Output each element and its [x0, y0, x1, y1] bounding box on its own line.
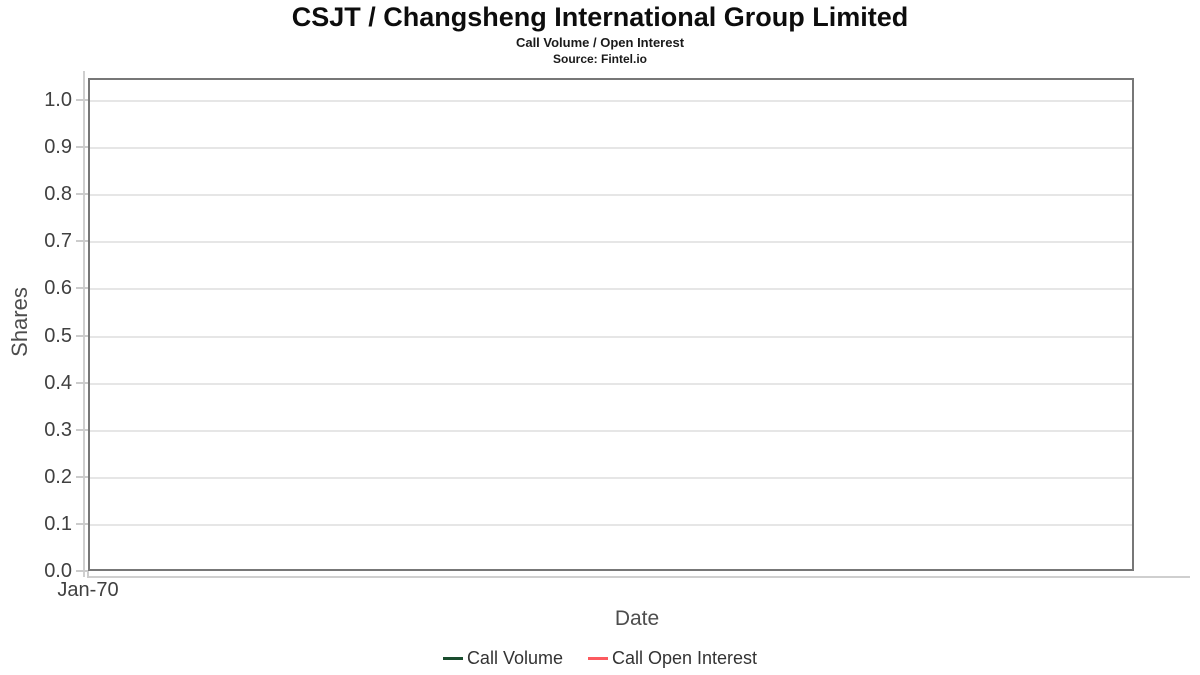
y-tick-label: 0.3 [44, 418, 72, 441]
legend-item-call-volume[interactable]: Call Volume [442, 648, 563, 669]
gridline [90, 147, 1132, 150]
y-tick-label: 0.0 [44, 560, 72, 582]
y-tick-label: 0.5 [44, 324, 72, 347]
legend-label: Call Volume [466, 648, 563, 668]
gridline [90, 429, 1132, 432]
y-axis-title: Shares [7, 287, 32, 357]
gridline [90, 335, 1132, 338]
y-tick-mark [76, 240, 88, 243]
y-tick-mark [76, 475, 88, 478]
y-tick-label: 1.0 [44, 89, 72, 111]
plot-area [88, 78, 1134, 571]
chart-source: Source: Fintel.io [552, 52, 647, 66]
gridline [90, 476, 1132, 479]
y-tick-mark [76, 570, 88, 572]
x-axis-title: Date [614, 607, 660, 630]
y-tick-mark [76, 287, 88, 290]
x-axis-line [88, 576, 1190, 578]
x-tick-mark [87, 571, 89, 578]
y-tick-mark [76, 99, 88, 101]
y-axis-line [83, 71, 85, 577]
y-tick-mark [76, 146, 88, 149]
gridline [90, 241, 1132, 244]
y-tick-label: 0.6 [44, 277, 72, 300]
y-tick-label: 0.2 [44, 465, 72, 488]
y-tick-mark [76, 522, 88, 525]
y-tick-label: 0.8 [44, 183, 72, 206]
legend: Call Volume Call Open Interest [0, 648, 1200, 669]
y-tick-mark [76, 334, 88, 337]
y-tick-label: 0.4 [44, 371, 72, 394]
call-open-interest-line-swatch [587, 657, 608, 660]
y-tick-mark [76, 428, 88, 431]
gridline [90, 194, 1132, 197]
gridline [90, 523, 1132, 526]
legend-label: Call Open Interest [611, 648, 758, 668]
y-tick-label: 0.1 [44, 512, 72, 535]
gridline [90, 288, 1132, 291]
y-tick-label: 0.9 [44, 136, 72, 159]
y-tick-label: 0.7 [44, 230, 72, 253]
y-tick-mark [76, 381, 88, 384]
y-tick-mark [76, 193, 88, 196]
legend-item-call-open-interest[interactable]: Call Open Interest [587, 648, 758, 669]
gridline [90, 382, 1132, 385]
call-volume-line-swatch [442, 657, 463, 660]
x-tick-label: Jan-70 [57, 579, 119, 601]
chart-title: CSJT / Changsheng International Group Li… [291, 2, 909, 32]
gridline [90, 100, 1132, 102]
chart-subtitle: Call Volume / Open Interest [515, 35, 685, 50]
